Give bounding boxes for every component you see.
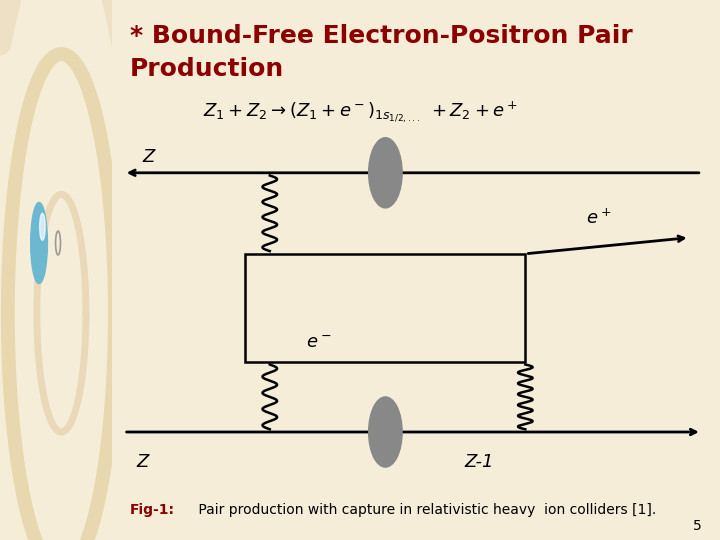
Text: Z: Z	[142, 148, 154, 166]
Text: $e^-$: $e^-$	[306, 334, 332, 352]
Text: Pair production with capture in relativistic heavy  ion colliders [1].: Pair production with capture in relativi…	[194, 503, 656, 517]
Text: Production: Production	[130, 57, 284, 80]
Circle shape	[40, 213, 45, 240]
Text: Z-1: Z-1	[464, 453, 494, 471]
Text: $Z_1+Z_2\rightarrow(Z_1+e^-)_{1s_{1/2,...}}\ +Z_2+e^+$: $Z_1+Z_2\rightarrow(Z_1+e^-)_{1s_{1/2,..…	[203, 100, 518, 125]
Text: * Bound-Free Electron-Positron Pair: * Bound-Free Electron-Positron Pair	[130, 24, 633, 48]
Ellipse shape	[369, 397, 402, 467]
Text: Fig-1:: Fig-1:	[130, 503, 175, 517]
Ellipse shape	[369, 138, 402, 208]
Text: $e^+$: $e^+$	[586, 209, 612, 228]
Text: Z: Z	[136, 453, 148, 471]
Text: 5: 5	[693, 519, 702, 534]
Bar	[246, 254, 526, 362]
Circle shape	[31, 202, 48, 284]
